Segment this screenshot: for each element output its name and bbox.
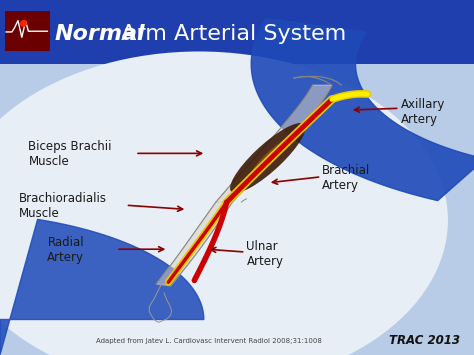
Text: Arm Arterial System: Arm Arterial System [114, 24, 346, 44]
Text: Brachioradialis
Muscle: Brachioradialis Muscle [19, 192, 107, 220]
Ellipse shape [252, 139, 288, 173]
Polygon shape [156, 202, 232, 286]
Bar [0, 64, 474, 355]
Ellipse shape [0, 51, 448, 355]
Text: Normal: Normal [55, 24, 145, 44]
Ellipse shape [230, 123, 306, 193]
Text: Ulnar
Artery: Ulnar Artery [246, 240, 283, 268]
Text: Brachial
Artery: Brachial Artery [322, 164, 371, 191]
Text: Radial
Artery: Radial Artery [47, 236, 84, 264]
Polygon shape [0, 219, 204, 355]
Polygon shape [251, 18, 474, 201]
Text: Adapted from Jatev L. Cardiovasc Intervent Radiol 2008;31:1008: Adapted from Jatev L. Cardiovasc Interve… [96, 338, 321, 344]
Bar [0, 0, 474, 64]
Text: Biceps Brachii
Muscle: Biceps Brachii Muscle [28, 141, 112, 168]
Text: TRAC 2013: TRAC 2013 [389, 334, 460, 347]
Bar [5, 11, 50, 51]
Text: Axillary
Artery: Axillary Artery [401, 98, 445, 126]
Polygon shape [216, 85, 332, 202]
